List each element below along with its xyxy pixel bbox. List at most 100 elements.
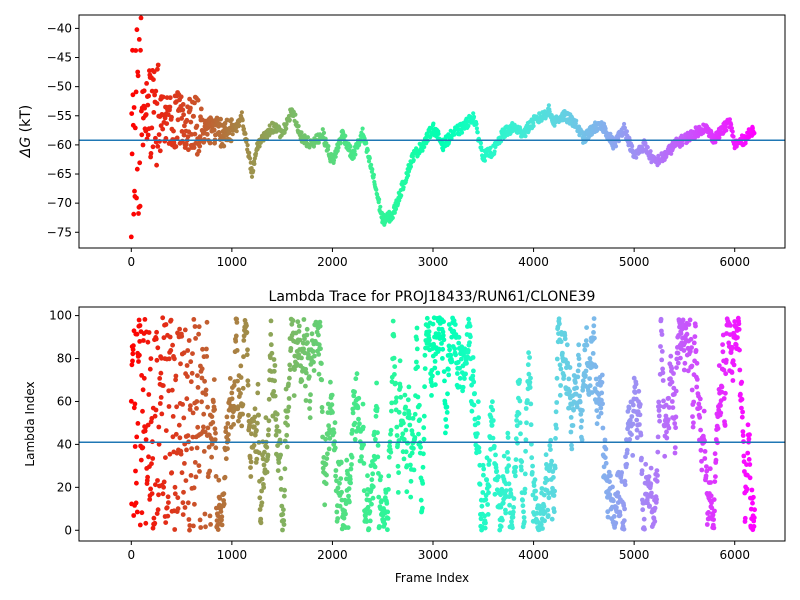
x-tick-label: 0	[127, 255, 135, 269]
lambda-point	[747, 475, 753, 481]
x-tick-label: 5000	[619, 548, 650, 562]
dg-point	[622, 121, 627, 127]
y-tick-label: 40	[57, 437, 72, 451]
lambda-point	[188, 473, 194, 478]
lambda-point	[262, 449, 267, 455]
lambda-point	[285, 422, 290, 428]
lambda-point	[361, 442, 366, 447]
lambda-point	[655, 473, 660, 478]
lambda-point	[557, 321, 562, 327]
lambda-point	[261, 485, 267, 490]
y-tick-label: −40	[47, 21, 72, 35]
lambda-point	[318, 346, 323, 352]
lambda-point	[622, 482, 628, 488]
lambda-point	[367, 509, 373, 514]
lambda-point	[571, 407, 576, 413]
lambda-point	[729, 345, 735, 350]
dg-point	[377, 197, 382, 202]
y-tick-label: 100	[49, 309, 72, 323]
lambda-point	[189, 446, 195, 451]
lambda-point	[286, 381, 291, 387]
lambda-point	[238, 375, 244, 380]
lambda-point	[133, 468, 138, 474]
lambda-point	[369, 477, 375, 483]
lambda-point	[146, 454, 151, 460]
lambda-point	[197, 469, 202, 474]
lambda-point	[577, 399, 583, 405]
lambda-point	[136, 359, 141, 364]
lambda-point	[367, 498, 372, 503]
lambda-point	[156, 424, 162, 430]
lambda-point	[192, 324, 198, 329]
lambda-point	[345, 525, 351, 530]
lambda-point	[629, 414, 635, 419]
lambda-point	[229, 390, 235, 396]
x-tick-label: 3000	[418, 255, 449, 269]
lambda-point	[567, 389, 573, 394]
lambda-point	[723, 390, 728, 396]
lambda-point	[333, 468, 339, 473]
dg-point	[574, 118, 579, 123]
dg-point	[729, 126, 735, 131]
lambda-point	[164, 505, 170, 510]
lambda-point	[519, 459, 525, 465]
lambda-x-ticks: 0 1000 2000 3000 4000 5000 6000	[127, 541, 750, 562]
lambda-point	[305, 340, 310, 345]
dg-point	[226, 130, 232, 136]
lambda-point	[221, 501, 227, 507]
dg-point	[474, 121, 479, 127]
lambda-point	[558, 366, 564, 372]
dg-point	[717, 135, 722, 140]
dg-point	[492, 149, 497, 154]
dg-point	[696, 134, 701, 139]
lambda-point	[591, 316, 597, 321]
lambda-point	[196, 463, 202, 468]
lambda-point	[649, 490, 654, 496]
lambda-x-axis-label: Frame Index	[395, 571, 469, 585]
lambda-point	[410, 431, 415, 437]
lambda-point	[718, 410, 724, 416]
dg-point	[466, 123, 471, 128]
dg-point	[174, 135, 180, 141]
lambda-point	[630, 421, 636, 427]
lambda-point	[654, 468, 660, 473]
lambda-point	[446, 367, 451, 372]
dg-point	[178, 94, 184, 100]
lambda-point	[697, 405, 703, 411]
lambda-point	[475, 399, 481, 405]
lambda-point	[598, 410, 604, 416]
lambda-point	[467, 340, 472, 345]
lambda-point	[739, 405, 744, 411]
lambda-point	[517, 420, 523, 426]
lambda-point	[429, 393, 434, 398]
lambda-point	[512, 469, 518, 475]
lambda-point	[522, 471, 528, 477]
dg-point	[252, 161, 257, 166]
lambda-point	[375, 430, 380, 436]
lambda-point	[239, 423, 245, 429]
lambda-point	[235, 404, 241, 410]
dg-point	[155, 62, 161, 68]
lambda-point	[521, 509, 526, 515]
lambda-point	[403, 427, 409, 433]
lambda-point	[689, 387, 695, 393]
dg-point	[352, 149, 357, 154]
dg-point	[167, 104, 173, 110]
lambda-point	[178, 361, 183, 367]
lambda-point	[594, 421, 600, 427]
x-tick-label: 4000	[518, 548, 549, 562]
dg-point	[136, 211, 141, 216]
dg-point	[202, 137, 207, 142]
lambda-point	[370, 471, 376, 477]
lambda-point	[312, 353, 317, 359]
lambda-point	[646, 474, 652, 480]
lambda-point	[281, 507, 286, 513]
lambda-point	[526, 350, 531, 356]
lambda-point	[634, 417, 640, 423]
dg-point	[135, 69, 141, 75]
lambda-point	[420, 505, 425, 511]
lambda-point	[582, 347, 588, 353]
x-tick-label: 3000	[418, 548, 449, 562]
lambda-point	[490, 407, 496, 413]
lambda-point	[507, 502, 512, 508]
